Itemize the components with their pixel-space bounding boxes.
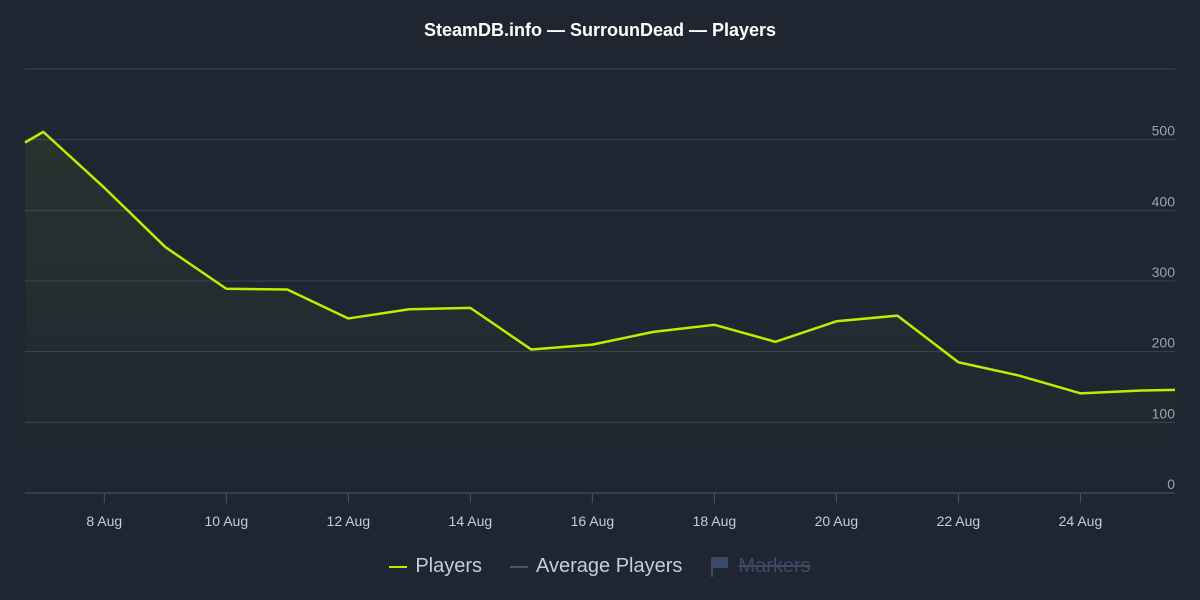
legend-item-average-players[interactable]: Average Players — [510, 555, 682, 578]
average-line-swatch — [510, 565, 529, 568]
legend-item-markers[interactable]: Markers — [710, 555, 811, 578]
x-tick-label: 20 Aug — [815, 513, 859, 529]
y-tick-label: 400 — [1152, 193, 1176, 209]
legend-label-players: Players — [415, 555, 483, 577]
x-tick-label: 12 Aug — [327, 513, 371, 529]
players-area-fill — [25, 131, 1175, 493]
x-tick-label: 16 Aug — [571, 513, 615, 529]
x-tick-label: 24 Aug — [1059, 513, 1103, 529]
legend: Players Average Players Markers — [0, 555, 1200, 578]
x-tick-label: 14 Aug — [449, 513, 493, 529]
legend-label-markers: Markers — [738, 555, 811, 577]
players-series-line[interactable] — [24, 130, 1176, 395]
legend-item-players[interactable]: Players — [389, 555, 482, 578]
flag-icon — [711, 556, 729, 577]
y-tick-label: 500 — [1152, 123, 1176, 139]
legend-label-average-players: Average Players — [536, 555, 683, 577]
y-tick-label: 100 — [1152, 405, 1176, 421]
x-tick-label: 8 Aug — [86, 513, 122, 529]
x-tick-label: 22 Aug — [937, 513, 981, 529]
y-tick-label: 0 — [1167, 476, 1175, 492]
chart-title: SteamDB.info — SurrounDead — Players — [423, 20, 777, 40]
y-tick-label: 200 — [1152, 335, 1176, 351]
players-line-swatch — [389, 565, 408, 568]
y-tick-label: 300 — [1152, 264, 1176, 280]
x-tick-label: 10 Aug — [205, 513, 249, 529]
x-tick-label: 18 Aug — [693, 513, 737, 529]
